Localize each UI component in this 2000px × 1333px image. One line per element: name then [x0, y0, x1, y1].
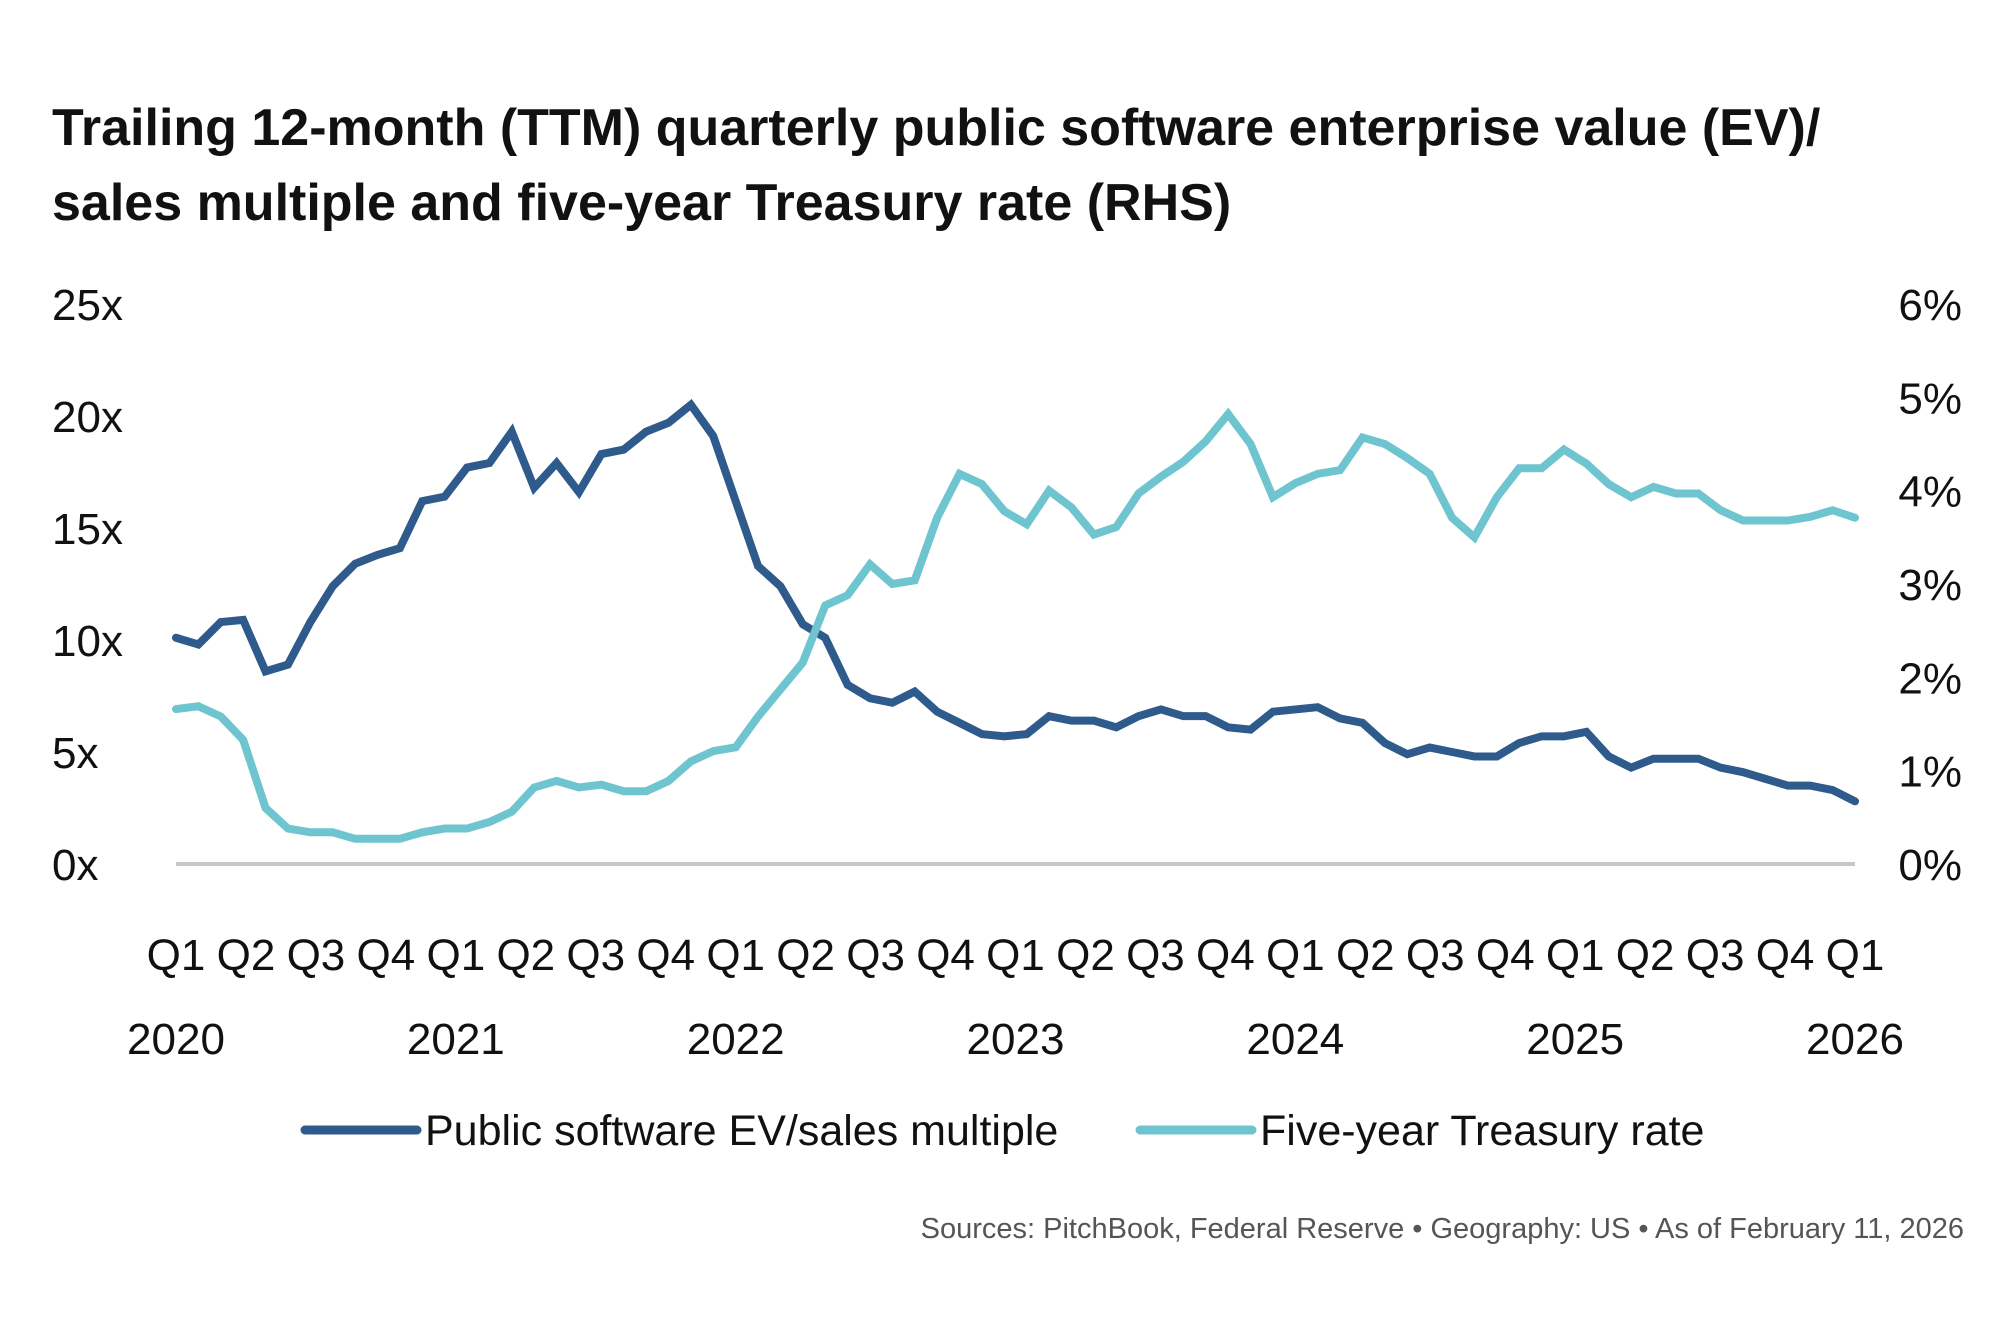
x-year-tick-label: 2024 [1246, 1015, 1344, 1064]
legend-label: Five-year Treasury rate [1260, 1107, 1704, 1155]
y-right-tick-label: 0% [1898, 841, 1962, 890]
x-quarter-tick-label: Q4 [1196, 931, 1255, 980]
x-quarter-tick-label: Q3 [846, 931, 905, 980]
y-right-tick-label: 3% [1898, 561, 1962, 610]
y-right-tick-label: 4% [1898, 468, 1962, 517]
x-quarter-tick-label: Q1 [1826, 931, 1885, 980]
x-quarter-tick-label: Q4 [1476, 931, 1535, 980]
x-quarter-tick-label: Q1 [1266, 931, 1325, 980]
x-quarter-tick-label: Q2 [1056, 931, 1115, 980]
x-quarter-tick-label: Q4 [916, 931, 975, 980]
x-quarter-tick-label: Q3 [566, 931, 625, 980]
chart-title-line-1: Trailing 12-month (TTM) quarterly public… [52, 99, 1820, 157]
x-quarter-tick-label: Q4 [357, 931, 416, 980]
plot-lines [172, 399, 1859, 843]
x-quarter-tick-label: Q2 [776, 931, 835, 980]
y-right-tick-label: 1% [1898, 748, 1962, 797]
x-quarter-tick-label: Q1 [986, 931, 1045, 980]
x-year-tick-label: 2020 [127, 1015, 225, 1064]
y-right-tick-label: 5% [1898, 374, 1962, 423]
x-quarter-tick-label: Q1 [147, 931, 206, 980]
x-quarter-tick-label: Q1 [706, 931, 765, 980]
x-quarter-tick-label: Q3 [1406, 931, 1465, 980]
x-year-tick-label: 2021 [407, 1015, 505, 1064]
y-left-tick-label: 10x [52, 617, 123, 666]
x-quarter-tick-label: Q2 [1336, 931, 1395, 980]
x-year-tick-label: 2025 [1526, 1015, 1624, 1064]
source-note: Sources: PitchBook, Federal Reserve • Ge… [921, 1213, 1964, 1245]
y-left-tick-label: 15x [52, 505, 123, 554]
x-year-tick-label: 2022 [687, 1015, 785, 1064]
x-quarter-tick-label: Q4 [636, 931, 695, 980]
y-left-tick-label: 20x [52, 393, 123, 442]
y-left-tick-label: 25x [52, 281, 123, 330]
x-quarter-tick-label: Q4 [1756, 931, 1815, 980]
x-quarter-tick-label: Q3 [1686, 931, 1745, 980]
x-year-tick-label: 2026 [1806, 1015, 1904, 1064]
legend-label: Public software EV/sales multiple [425, 1107, 1058, 1155]
series-line-0 [172, 399, 1859, 806]
y-left-tick-label: 0x [52, 841, 98, 890]
series-line-1 [172, 407, 1859, 843]
y-right-tick-label: 6% [1898, 281, 1962, 330]
x-quarter-tick-label: Q3 [287, 931, 346, 980]
x-quarter-tick-label: Q2 [496, 931, 555, 980]
legend: Public software EV/sales multiple Five-ye… [300, 1107, 1704, 1155]
chart-title-line-2: sales multiple and five-year Treasury ra… [52, 174, 1231, 232]
x-year-tick-label: 2023 [967, 1015, 1065, 1064]
y-right-tick-label: 2% [1898, 654, 1962, 703]
x-quarter-tick-label: Q3 [1126, 931, 1185, 980]
y-left-tick-label: 5x [52, 729, 98, 778]
x-quarter-tick-label: Q2 [217, 931, 276, 980]
x-quarter-tick-label: Q1 [426, 931, 485, 980]
x-quarter-tick-label: Q1 [1546, 931, 1605, 980]
x-quarter-tick-label: Q2 [1616, 931, 1675, 980]
